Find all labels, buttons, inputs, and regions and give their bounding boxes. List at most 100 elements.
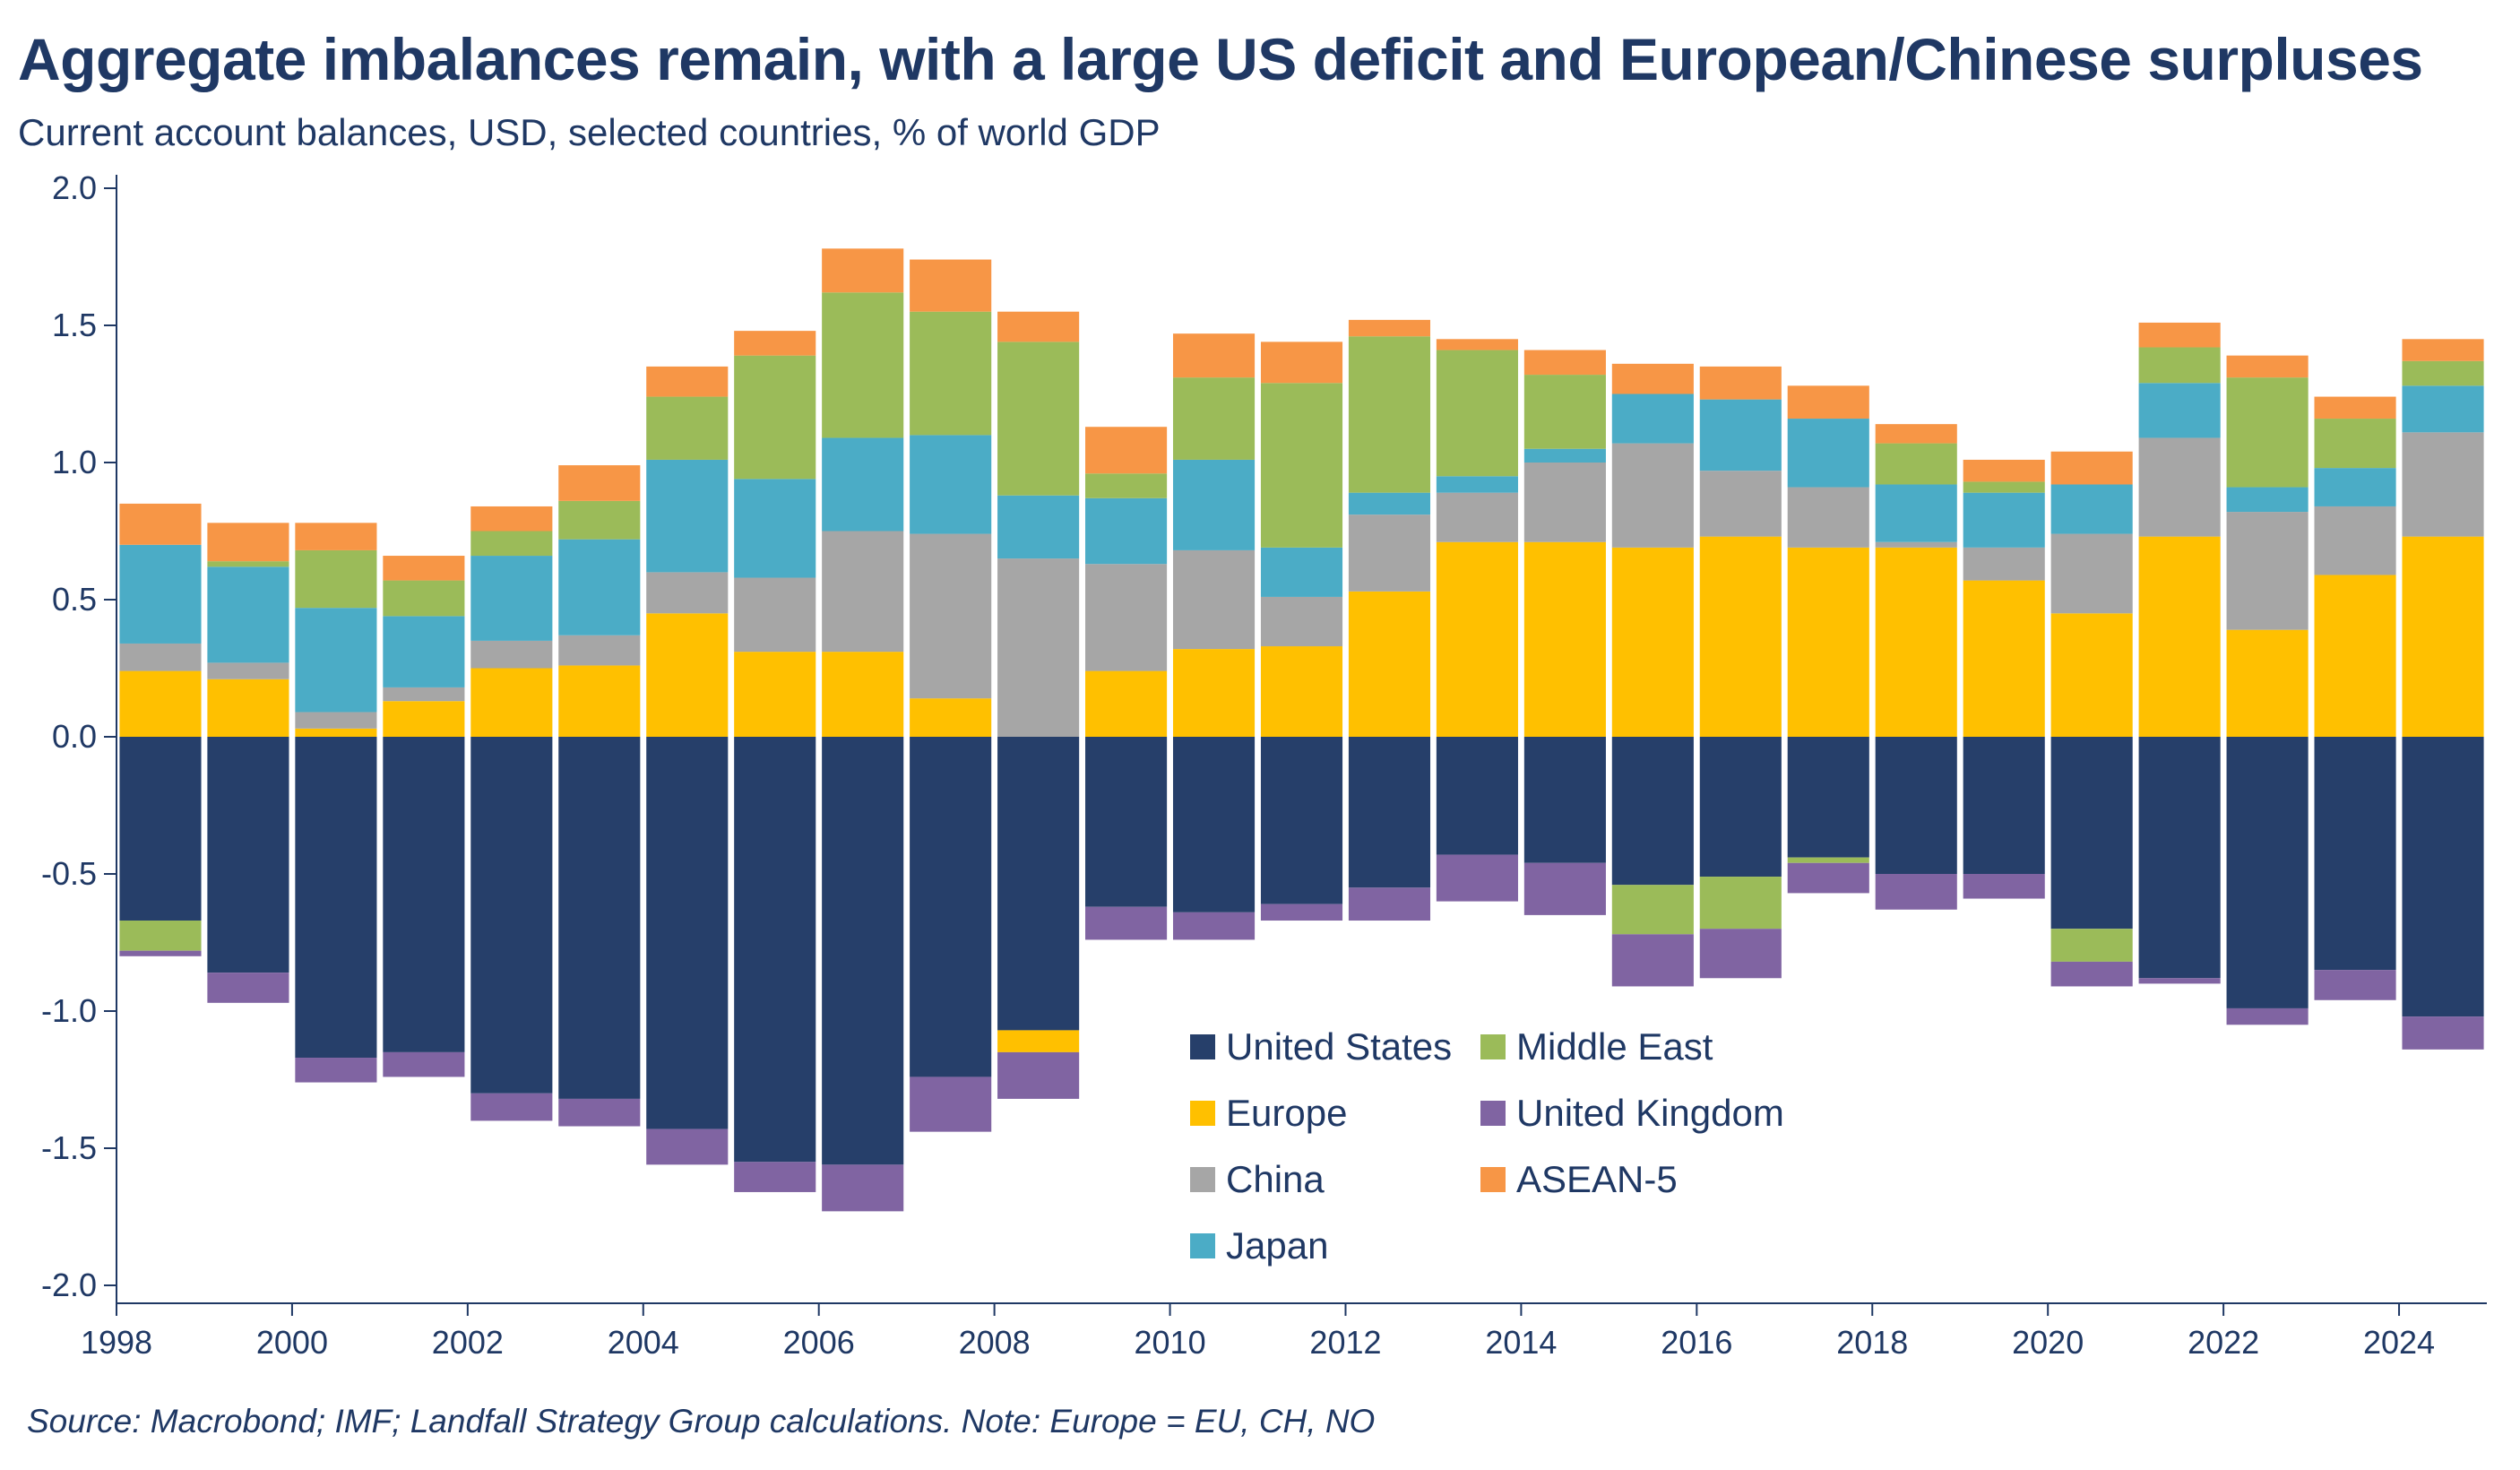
x-tick-label: 2020	[2012, 1324, 2084, 1361]
y-tick-label: -1.5	[41, 1129, 97, 1166]
bar-segment-united-kingdom-2011	[1260, 904, 1343, 921]
bar-segment-united-states-2005	[734, 737, 816, 1163]
bar-segment-europe-2006	[822, 652, 904, 737]
x-tick-label: 2024	[2363, 1324, 2435, 1361]
bar-segment-asean-5-2011	[1260, 342, 1343, 384]
x-tick-label: 1998	[81, 1324, 152, 1361]
bar-segment-united-kingdom-2002	[470, 1093, 553, 1121]
bar-segment-united-kingdom-2014	[1523, 862, 1606, 915]
bar-segment-europe-2020	[2050, 613, 2133, 737]
bar-segment-asean-5-2004	[646, 366, 729, 397]
bar-segment-united-states-2000	[295, 737, 377, 1059]
bar-segment-united-states-2010	[1172, 737, 1256, 912]
legend-swatch-china	[1190, 1167, 1215, 1192]
bar-segment-united-kingdom-2007	[910, 1077, 992, 1132]
bar-segment-asean-5-2018	[1875, 424, 1957, 444]
bar-segment-japan-2009	[1085, 497, 1168, 565]
bar-segment-middle-east-2009	[1085, 473, 1168, 498]
bar-segment-europe-2014	[1523, 541, 1606, 737]
bar-segment-europe-2012	[1348, 591, 1431, 737]
bar-segment-middle-east-2003	[558, 500, 641, 540]
bar-segment-japan-2001	[383, 616, 465, 687]
legend: United States Europe China Japan Middle East…	[1190, 1025, 1784, 1267]
bar-segment-united-kingdom-2017	[1787, 862, 1869, 894]
bar-segment-united-states-2013	[1436, 737, 1518, 855]
bar-segment-middle-east-2013	[1436, 350, 1518, 477]
bar-segment-japan-2004	[646, 459, 729, 573]
bar-segment-europe-1998	[119, 670, 202, 737]
bars-group	[119, 248, 2484, 1212]
bar-segment-europe-2013	[1436, 541, 1518, 737]
bar-segment-united-kingdom-2006	[822, 1164, 904, 1212]
bar-segment-china-1999	[207, 662, 289, 679]
bar-segment-asean-5-2010	[1172, 333, 1256, 378]
bar-segment-middle-east-2006	[822, 292, 904, 438]
bar-segment-united-states-1998	[119, 737, 202, 921]
bar-segment-middle-east-2020	[2050, 929, 2133, 962]
legend-swatch-europe	[1190, 1101, 1215, 1126]
bar-segment-united-states-2021	[2138, 737, 2221, 979]
bar-segment-europe-2005	[734, 652, 816, 737]
bar-segment-japan-2015	[1611, 393, 1694, 444]
chart-subtitle: Current account balances, USD, selected …	[18, 111, 1161, 153]
bar-segment-middle-east-2014	[1523, 375, 1606, 449]
bar-segment-united-kingdom-1998	[119, 950, 202, 956]
legend-label-asean-5: ASEAN-5	[1516, 1158, 1678, 1200]
bar-segment-china-1998	[119, 643, 202, 671]
bar-segment-japan-2014	[1523, 448, 1606, 463]
bar-segment-united-kingdom-2003	[558, 1098, 641, 1127]
bar-segment-middle-east-2002	[470, 531, 553, 557]
y-tick-label: 1.0	[52, 444, 97, 480]
bar-segment-europe-2008	[997, 1030, 1080, 1052]
bar-segment-middle-east-2022	[2226, 377, 2309, 488]
bar-segment-asean-5-2016	[1699, 366, 1782, 400]
bar-segment-china-2019	[1963, 547, 2045, 581]
bar-segment-japan-2006	[822, 437, 904, 532]
bar-segment-united-kingdom-2001	[383, 1051, 465, 1077]
bar-segment-middle-east-1999	[207, 561, 289, 567]
x-tick-label: 2018	[1836, 1324, 1908, 1361]
bar-segment-united-states-2004	[646, 737, 729, 1129]
y-tick-label: 0.5	[52, 581, 97, 618]
bar-segment-asean-5-2005	[734, 331, 816, 356]
bar-segment-middle-east-2019	[1963, 481, 2045, 493]
bar-segment-asean-5-2001	[383, 556, 465, 581]
bar-segment-china-2002	[470, 640, 553, 669]
y-tick-label: 2.0	[52, 169, 97, 206]
bar-segment-united-states-2022	[2226, 737, 2309, 1008]
bar-segment-united-kingdom-2022	[2226, 1007, 2309, 1025]
x-tick-label: 2016	[1661, 1324, 1732, 1361]
chart-title: Aggregate imbalances remain, with a larg…	[18, 26, 2423, 92]
bar-segment-asean-5-2003	[558, 465, 641, 501]
bar-segment-japan-2020	[2050, 484, 2133, 534]
legend-swatch-united-states	[1190, 1034, 1215, 1059]
bar-segment-united-states-2009	[1085, 737, 1168, 907]
bar-segment-japan-2012	[1348, 492, 1431, 515]
bar-segment-united-kingdom-2009	[1085, 906, 1168, 940]
bar-segment-asean-5-2013	[1436, 339, 1518, 350]
bar-segment-united-states-2020	[2050, 737, 2133, 930]
bar-segment-china-2011	[1260, 596, 1343, 647]
bar-segment-united-states-2012	[1348, 737, 1431, 888]
bar-segment-middle-east-2000	[295, 549, 377, 609]
bar-segment-asean-5-2007	[910, 259, 992, 312]
bar-segment-europe-2017	[1787, 547, 1869, 737]
y-tick-label: -1.0	[41, 992, 97, 1029]
bar-segment-europe-2015	[1611, 547, 1694, 737]
bar-segment-united-kingdom-2000	[295, 1058, 377, 1083]
bar-segment-europe-2000	[295, 728, 377, 737]
bar-segment-japan-2007	[910, 435, 992, 534]
bar-segment-china-2022	[2226, 512, 2309, 630]
bar-segment-united-states-2017	[1787, 737, 1869, 858]
bar-segment-china-2013	[1436, 492, 1518, 542]
bar-segment-europe-2004	[646, 613, 729, 737]
bar-segment-middle-east-2023	[2314, 419, 2396, 469]
bar-segment-united-kingdom-2016	[1699, 929, 1782, 979]
bar-segment-middle-east-2008	[997, 342, 1080, 496]
bar-segment-middle-east-2021	[2138, 347, 2221, 384]
bar-segment-middle-east-2011	[1260, 383, 1343, 548]
legend-label-china: China	[1226, 1158, 1325, 1200]
bar-segment-united-states-2008	[997, 737, 1080, 1031]
bar-segment-china-2007	[910, 533, 992, 699]
